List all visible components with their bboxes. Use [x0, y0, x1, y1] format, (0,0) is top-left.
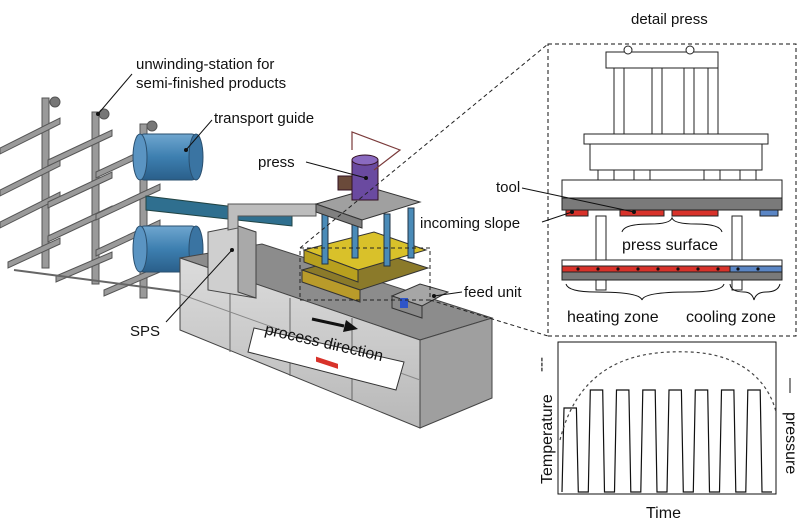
heater-up-3 [671, 209, 719, 217]
main-labels: unwinding-station for semi-finished prod… [96, 56, 522, 340]
detail-press-drawing [561, 45, 783, 291]
process-profile-plot: Temperature --- pressure — Time [533, 341, 799, 522]
heating-zone-brace [565, 283, 725, 301]
press-label: press [258, 154, 295, 171]
temperature-curve [559, 351, 777, 441]
detail-press-title: detail press [631, 11, 708, 28]
tool-label: tool [496, 179, 520, 196]
upper-roll [132, 133, 204, 181]
rack-1 [0, 96, 61, 269]
cooling-zone-brace [729, 283, 781, 301]
press-surface-brace [621, 216, 723, 233]
pressure-legend-mark: — [782, 378, 799, 393]
callout-lines [299, 43, 549, 337]
detail-press-panel: detail press [420, 11, 797, 337]
unwinding-label-line1: unwinding-station for [136, 56, 274, 73]
press-unit [300, 131, 450, 369]
press-surface-label: press surface [622, 237, 718, 254]
sps-label: SPS [130, 323, 160, 340]
cooling-zone-label: cooling zone [686, 309, 776, 326]
temperature-axis-label: Temperature [539, 394, 556, 484]
rack-2 [47, 108, 113, 285]
unwinding-label-line2: semi-finished products [136, 75, 286, 92]
heater-up-1 [565, 209, 589, 217]
cooler-up [759, 209, 779, 217]
pressure-curve [561, 389, 772, 493]
temperature-legend-mark: --- [533, 357, 550, 372]
incoming-slope-label: incoming slope [420, 215, 520, 232]
feed-unit-label: feed unit [464, 284, 522, 301]
time-axis-label: Time [646, 505, 681, 522]
heating-zone-label: heating zone [567, 309, 659, 326]
direction-arrow [311, 317, 358, 332]
sps-cabinet [207, 203, 317, 299]
pressure-axis-label: pressure [782, 412, 799, 474]
transport-guide-label: transport guide [214, 110, 314, 127]
heater-up-2 [619, 209, 665, 217]
